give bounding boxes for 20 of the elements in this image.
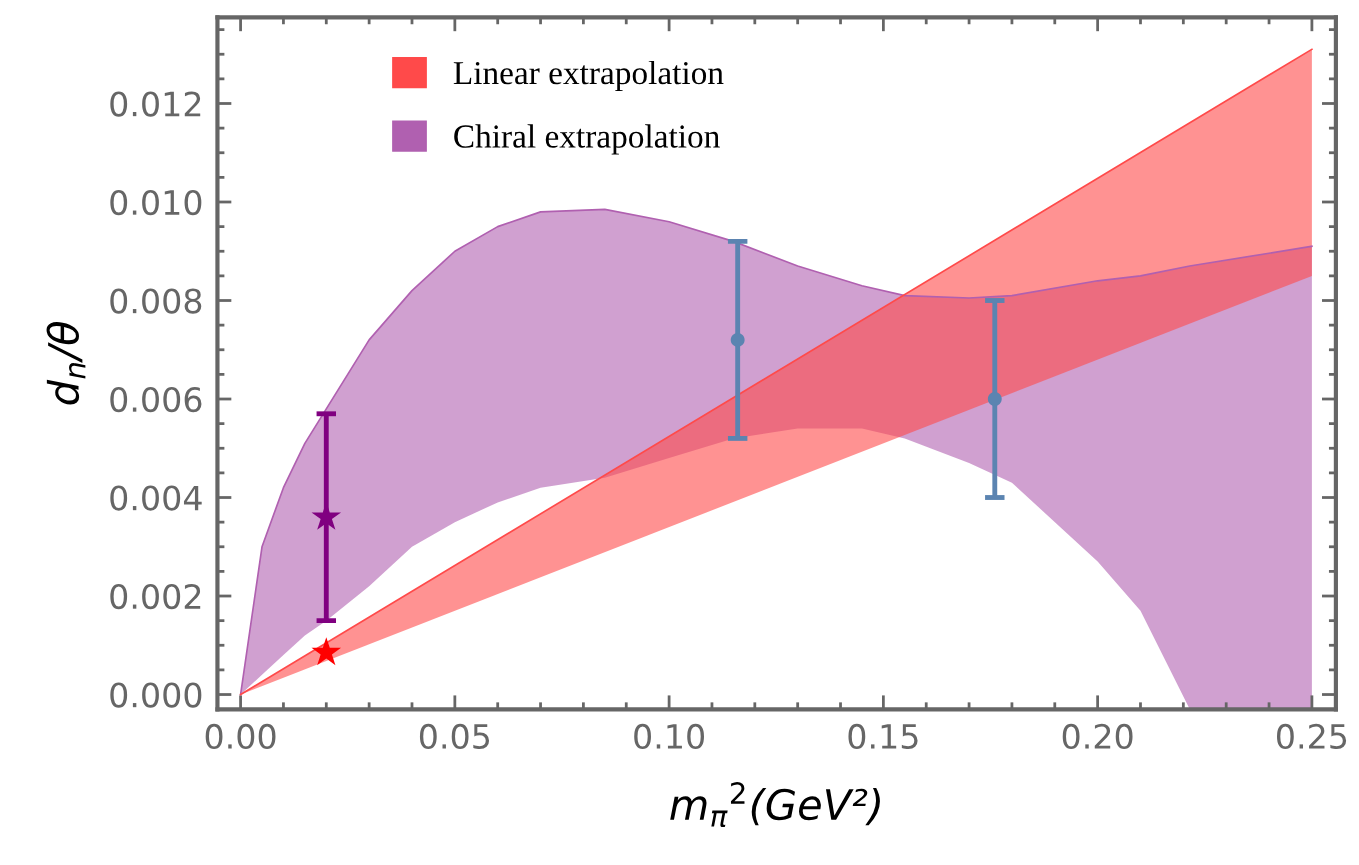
y-tick-label: 0.010 bbox=[110, 189, 202, 216]
x-tick-label: 0.25 bbox=[1276, 723, 1347, 749]
y-axis-title: d$_{n}$/θ bbox=[46, 322, 86, 405]
x-axis-title: m$_{π}$$^{2}$(GeV²) bbox=[670, 782, 880, 828]
point bbox=[311, 637, 342, 666]
y-tick-label: 0.012 bbox=[110, 91, 201, 117]
y-tick-label: 0.006 bbox=[110, 386, 202, 413]
y-tick-label: 0.004 bbox=[110, 485, 202, 511]
point bbox=[987, 392, 1002, 406]
y-tick-label: 0.002 bbox=[110, 583, 201, 610]
y-tick-label: 0.008 bbox=[110, 288, 202, 314]
x-tick-label: 0.00 bbox=[205, 723, 276, 749]
x-tick-label: 0.20 bbox=[1062, 723, 1133, 749]
legend-label: Linear extrapolation bbox=[453, 60, 724, 92]
x-tick-label: 0.15 bbox=[848, 723, 918, 749]
x-tick-label: 0.10 bbox=[634, 723, 704, 749]
point bbox=[730, 332, 745, 347]
y-tick-label: 0.000 bbox=[110, 682, 202, 708]
x-tick-label: 0.05 bbox=[419, 723, 490, 749]
legend-label: Chiral extrapolation bbox=[454, 124, 720, 155]
